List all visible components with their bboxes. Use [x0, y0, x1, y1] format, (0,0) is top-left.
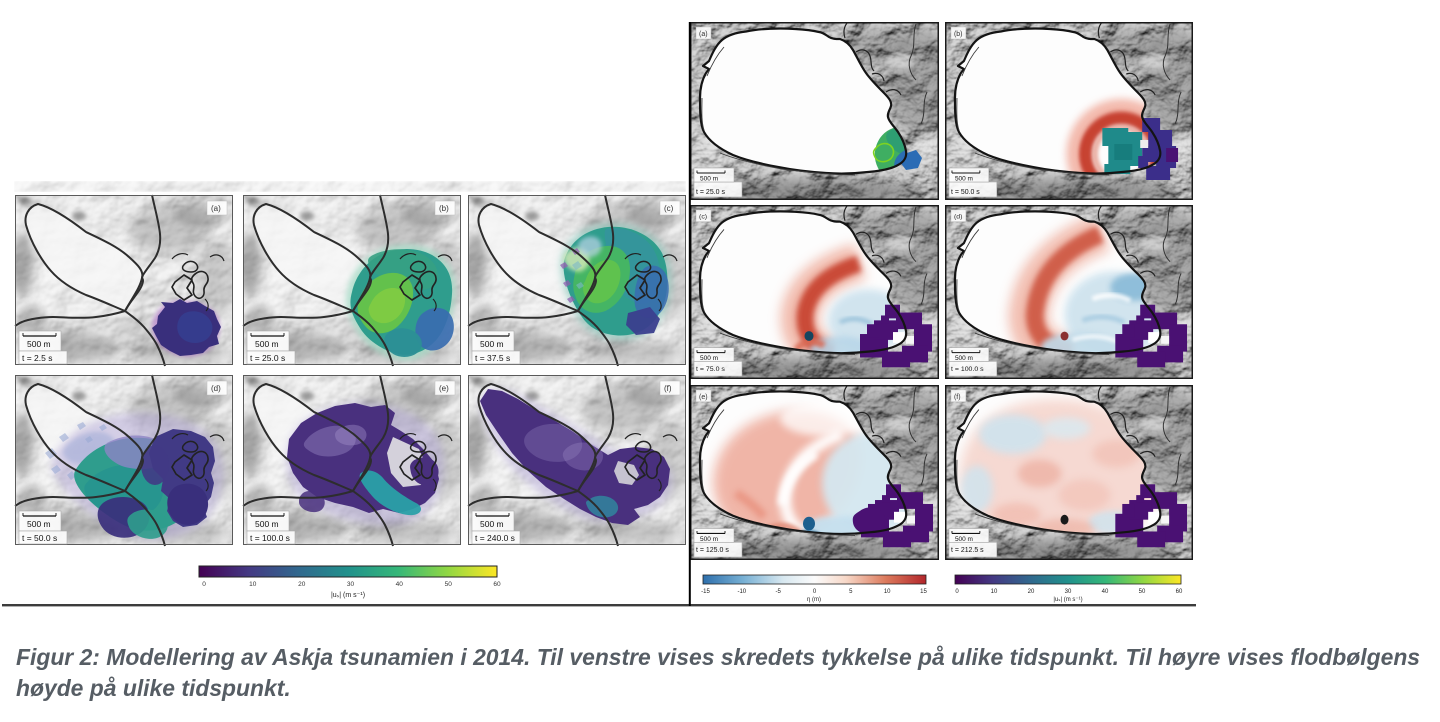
svg-text:(f): (f) [664, 384, 672, 393]
svg-text:|uₛ| (m s⁻¹): |uₛ| (m s⁻¹) [1053, 597, 1082, 603]
svg-text:10: 10 [884, 589, 891, 595]
svg-text:t = 2.5 s: t = 2.5 s [22, 353, 52, 363]
svg-text:(c): (c) [664, 204, 674, 213]
svg-text:t = 50.0 s: t = 50.0 s [22, 533, 57, 543]
svg-text:t = 37.5 s: t = 37.5 s [475, 353, 510, 363]
svg-text:20: 20 [298, 581, 306, 588]
svg-text:-5: -5 [776, 589, 782, 595]
svg-text:60: 60 [1176, 589, 1183, 595]
svg-text:0: 0 [202, 581, 206, 588]
svg-text:-10: -10 [737, 589, 746, 595]
svg-text:t = 100.0 s: t = 100.0 s [250, 533, 290, 543]
svg-text:5: 5 [849, 589, 853, 595]
svg-text:(d): (d) [954, 214, 963, 221]
svg-text:(b): (b) [439, 204, 449, 213]
svg-text:t = 25.0 s: t = 25.0 s [250, 353, 285, 363]
svg-text:50: 50 [445, 581, 453, 588]
svg-text:30: 30 [1065, 589, 1072, 595]
svg-text:t = 75.0 s: t = 75.0 s [696, 366, 725, 373]
svg-text:15: 15 [920, 589, 927, 595]
svg-text:(a): (a) [699, 31, 708, 38]
svg-text:η (m): η (m) [807, 597, 821, 603]
svg-text:(e): (e) [439, 384, 449, 393]
svg-text:20: 20 [1028, 589, 1035, 595]
svg-text:0: 0 [955, 589, 959, 595]
svg-text:t = 125.0 s: t = 125.0 s [696, 547, 729, 554]
svg-text:t = 100.0 s: t = 100.0 s [951, 366, 984, 373]
svg-text:(a): (a) [211, 204, 221, 213]
svg-text:t = 212.5 s: t = 212.5 s [951, 547, 984, 554]
svg-text:t = 50.0 s: t = 50.0 s [951, 189, 980, 196]
svg-text:30: 30 [347, 581, 355, 588]
svg-text:(d): (d) [211, 384, 221, 393]
svg-text:10: 10 [991, 589, 998, 595]
svg-text:(b): (b) [954, 31, 963, 38]
svg-text:50: 50 [1139, 589, 1146, 595]
svg-text:40: 40 [396, 581, 404, 588]
svg-text:|uₛ| (m s⁻¹): |uₛ| (m s⁻¹) [331, 592, 365, 599]
svg-text:(e): (e) [699, 394, 708, 401]
svg-text:10: 10 [249, 581, 257, 588]
svg-text:40: 40 [1102, 589, 1109, 595]
svg-text:-15: -15 [701, 589, 710, 595]
svg-text:60: 60 [493, 581, 501, 588]
svg-text:(c): (c) [699, 214, 707, 221]
svg-text:0: 0 [813, 589, 817, 595]
svg-text:(f): (f) [954, 394, 961, 401]
svg-text:t = 25.0 s: t = 25.0 s [696, 189, 725, 196]
svg-text:t = 240.0 s: t = 240.0 s [475, 533, 515, 543]
